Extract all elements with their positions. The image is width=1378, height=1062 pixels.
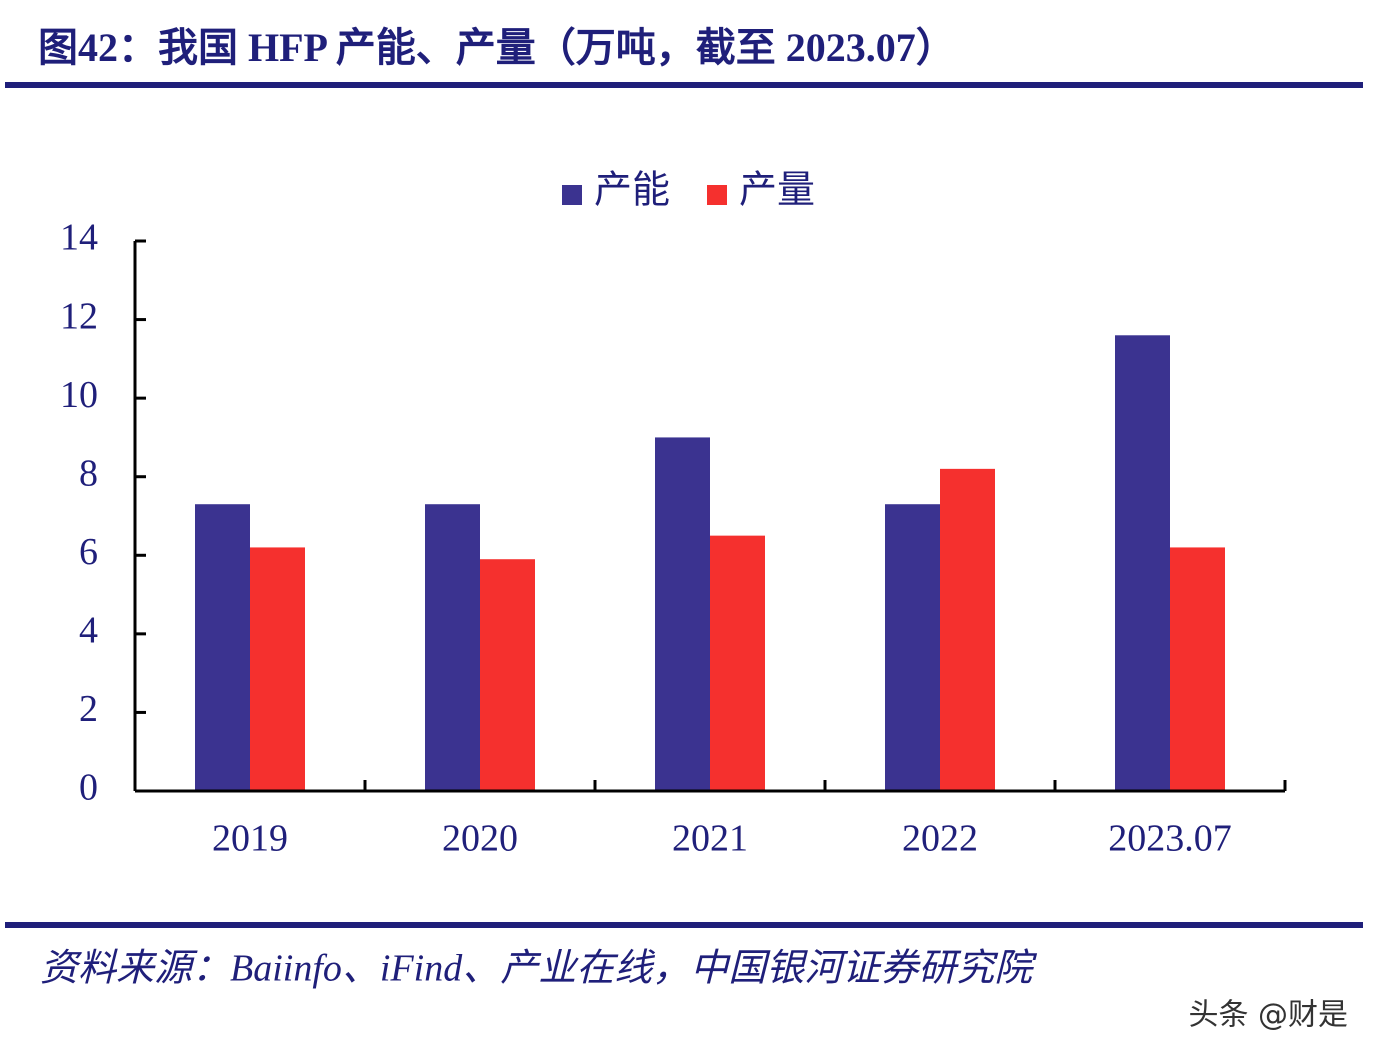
bar (710, 535, 765, 791)
bar (195, 504, 250, 791)
y-tick-label: 12 (60, 295, 98, 337)
y-tick-label: 2 (79, 688, 98, 730)
legend-label: 产能 (594, 170, 670, 212)
x-tick-label: 2019 (212, 818, 288, 860)
y-tick-label: 4 (79, 610, 98, 652)
x-tick-label: 2022 (902, 818, 978, 860)
bar (1170, 547, 1225, 791)
bar (250, 547, 305, 791)
y-tick-label: 6 (79, 531, 98, 573)
watermark: 头条 @财是 (1188, 998, 1348, 1033)
source-note: 资料来源：Baiinfo、iFind、产业在线，中国银河证券研究院 (40, 948, 1037, 990)
bar (1115, 335, 1170, 791)
bar (940, 468, 995, 791)
legend-swatch (562, 185, 582, 205)
legend-swatch (707, 185, 727, 205)
bar (425, 504, 480, 791)
legend-label: 产量 (739, 170, 815, 212)
y-tick-label: 10 (60, 374, 98, 416)
chart-title: 图42：我国 HFP 产能、产量（万吨，截至 2023.07） (38, 25, 956, 70)
y-tick-label: 0 (79, 767, 98, 809)
x-tick-label: 2020 (442, 818, 518, 860)
bar (480, 559, 535, 791)
title-rule (5, 82, 1363, 88)
x-tick-label: 2021 (672, 818, 748, 860)
bar (885, 504, 940, 791)
y-tick-label: 8 (79, 452, 98, 494)
bar (655, 437, 710, 791)
x-tick-label: 2023.07 (1108, 818, 1232, 860)
footer-rule (5, 922, 1363, 928)
y-tick-label: 14 (60, 217, 98, 259)
